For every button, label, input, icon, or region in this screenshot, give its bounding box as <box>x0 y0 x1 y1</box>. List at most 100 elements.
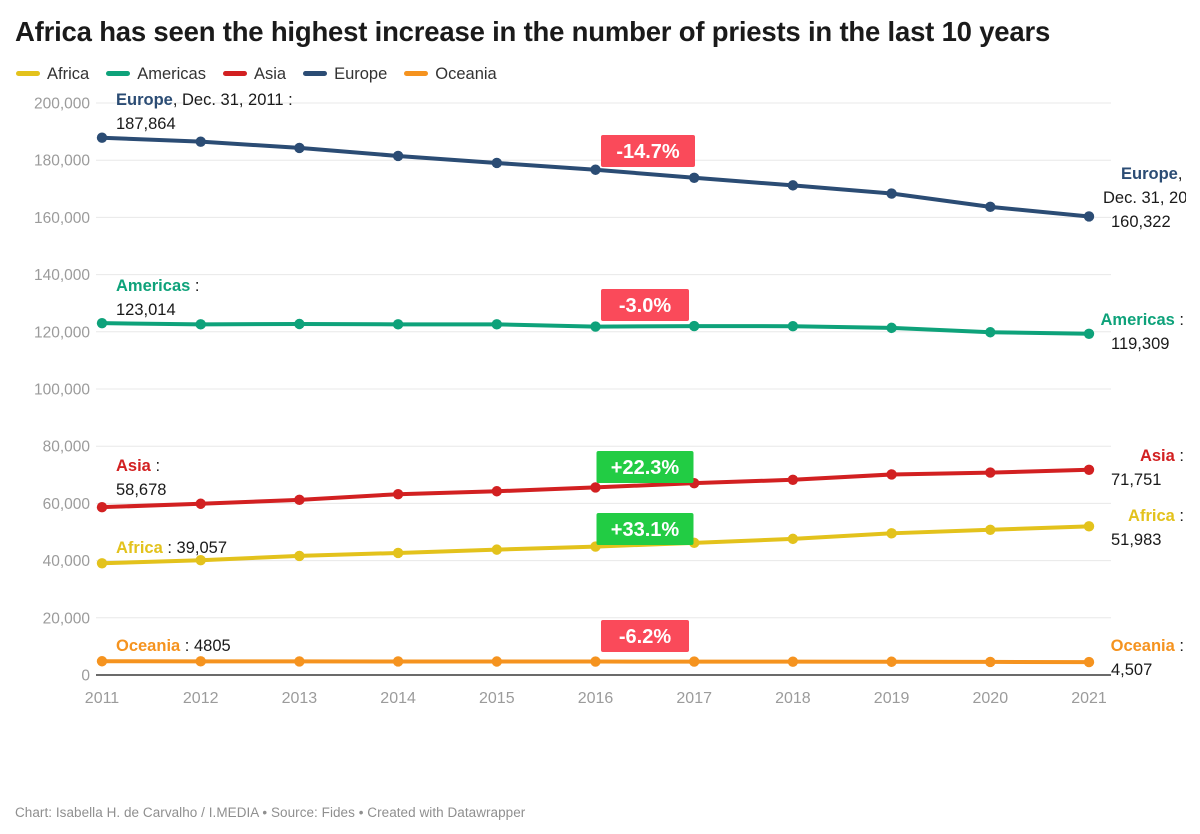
data-point[interactable] <box>787 474 799 485</box>
series-end-label-value: 71,751 <box>1111 471 1161 489</box>
data-point[interactable] <box>1083 656 1095 668</box>
series-americas[interactable] <box>96 317 1095 339</box>
data-point[interactable] <box>392 150 404 162</box>
y-axis-tick-label: 180,000 <box>34 153 90 170</box>
data-point[interactable] <box>195 656 206 667</box>
legend-item-asia[interactable]: Asia <box>222 66 286 83</box>
data-point[interactable] <box>195 319 206 330</box>
data-point[interactable] <box>294 656 305 667</box>
data-point[interactable] <box>195 554 206 566</box>
data-point[interactable] <box>491 656 502 667</box>
change-badge-europe: -14.7% <box>601 134 695 167</box>
series-start-label-name: Americas <box>116 277 190 295</box>
series-end-label-date: Dec. 31, 2021 : <box>1103 189 1186 207</box>
data-point[interactable] <box>886 188 897 199</box>
series-end-label-comma: , <box>1178 165 1183 183</box>
series-start-label-americas: Americas : <box>116 277 199 295</box>
data-point[interactable] <box>985 656 996 668</box>
data-point[interactable] <box>985 326 996 338</box>
series-europe[interactable] <box>96 132 1095 222</box>
data-point[interactable] <box>590 482 601 493</box>
data-point[interactable] <box>787 533 799 544</box>
legend-item-europe[interactable]: Europe <box>303 66 387 83</box>
data-point[interactable] <box>590 164 601 175</box>
badge-label: +33.1% <box>611 519 680 541</box>
series-end-label-suffix: : <box>1175 311 1184 329</box>
data-point[interactable] <box>1083 328 1095 339</box>
y-axis-tick-label: 160,000 <box>34 210 90 227</box>
legend-item-africa[interactable]: Africa <box>16 66 89 83</box>
data-point[interactable] <box>392 547 404 559</box>
data-point[interactable] <box>590 656 601 667</box>
data-point[interactable] <box>96 317 108 329</box>
data-point[interactable] <box>787 656 799 667</box>
data-point[interactable] <box>294 142 305 153</box>
data-point[interactable] <box>195 498 206 509</box>
badge-label: -3.0% <box>619 295 671 317</box>
data-point[interactable] <box>392 488 404 500</box>
badge-label: -6.2% <box>619 626 671 648</box>
line-chart: 0 20,000 40,000 60,000 80,000 100,000 120,000 1… <box>34 93 1186 707</box>
series-end-label-suffix: : <box>1175 447 1184 465</box>
series-end-label-value: 4,507 <box>1111 661 1152 679</box>
y-axis-tick-label: 20,000 <box>43 610 91 627</box>
data-point[interactable] <box>491 319 502 330</box>
data-point[interactable] <box>491 544 502 555</box>
data-point[interactable] <box>985 467 996 478</box>
series-start-label-suffix: : <box>190 277 199 295</box>
data-point[interactable] <box>294 318 305 330</box>
data-point[interactable] <box>96 132 108 143</box>
data-point[interactable] <box>886 469 897 480</box>
data-point[interactable] <box>96 501 108 513</box>
legend-item-americas[interactable]: Americas <box>106 66 206 83</box>
data-point[interactable] <box>787 180 799 191</box>
data-point[interactable] <box>491 157 502 169</box>
legend-item-oceania[interactable]: Oceania <box>404 64 497 83</box>
y-axis-tick-label: 60,000 <box>43 496 91 513</box>
data-point[interactable] <box>886 528 897 539</box>
series-end-label-name: Africa <box>1128 507 1176 525</box>
data-point[interactable] <box>392 656 404 667</box>
data-point[interactable] <box>96 557 108 569</box>
data-point[interactable] <box>392 319 404 330</box>
series-asia[interactable] <box>96 464 1095 513</box>
x-axis-tick-label: 2021 <box>1071 690 1107 707</box>
data-point[interactable] <box>689 656 700 667</box>
data-point[interactable] <box>985 201 996 212</box>
data-point[interactable] <box>294 550 305 561</box>
data-point[interactable] <box>886 322 897 333</box>
badge-background <box>596 450 694 483</box>
x-axis-tick-label: 2015 <box>479 690 515 707</box>
legend-swatch-icon <box>106 71 131 77</box>
y-axis-tick-label: 200,000 <box>34 95 90 112</box>
change-badge-oceania: -6.2% <box>601 619 689 652</box>
data-point[interactable] <box>590 321 601 332</box>
data-point[interactable] <box>689 172 700 183</box>
series-end-label-oceania: Oceania : <box>1111 637 1184 655</box>
series-start-label-name: Oceania <box>116 637 181 655</box>
series-line <box>100 135 1091 219</box>
data-point[interactable] <box>294 494 305 505</box>
x-axis-tick-label: 2016 <box>578 690 614 707</box>
series-oceania[interactable] <box>96 655 1095 668</box>
data-point[interactable] <box>96 655 108 667</box>
data-point[interactable] <box>787 320 799 332</box>
series-end-label-suffix: : <box>1175 637 1184 655</box>
badge-background <box>601 619 689 652</box>
data-point[interactable] <box>491 485 502 497</box>
change-badge-americas: -3.0% <box>601 288 689 321</box>
data-point[interactable] <box>195 136 206 147</box>
data-point[interactable] <box>1083 464 1095 475</box>
badge-background <box>601 134 695 167</box>
legend-label: Europe <box>334 64 388 83</box>
data-point[interactable] <box>689 320 700 332</box>
data-point[interactable] <box>1083 211 1095 222</box>
data-point[interactable] <box>985 524 996 535</box>
series-africa[interactable] <box>96 521 1095 569</box>
legend-label: Oceania <box>435 64 497 83</box>
data-point[interactable] <box>886 656 897 667</box>
page-title: Africa has seen the highest increase in … <box>15 16 1051 47</box>
data-point[interactable] <box>1083 521 1095 532</box>
series-start-label-value: 187,864 <box>116 115 176 133</box>
